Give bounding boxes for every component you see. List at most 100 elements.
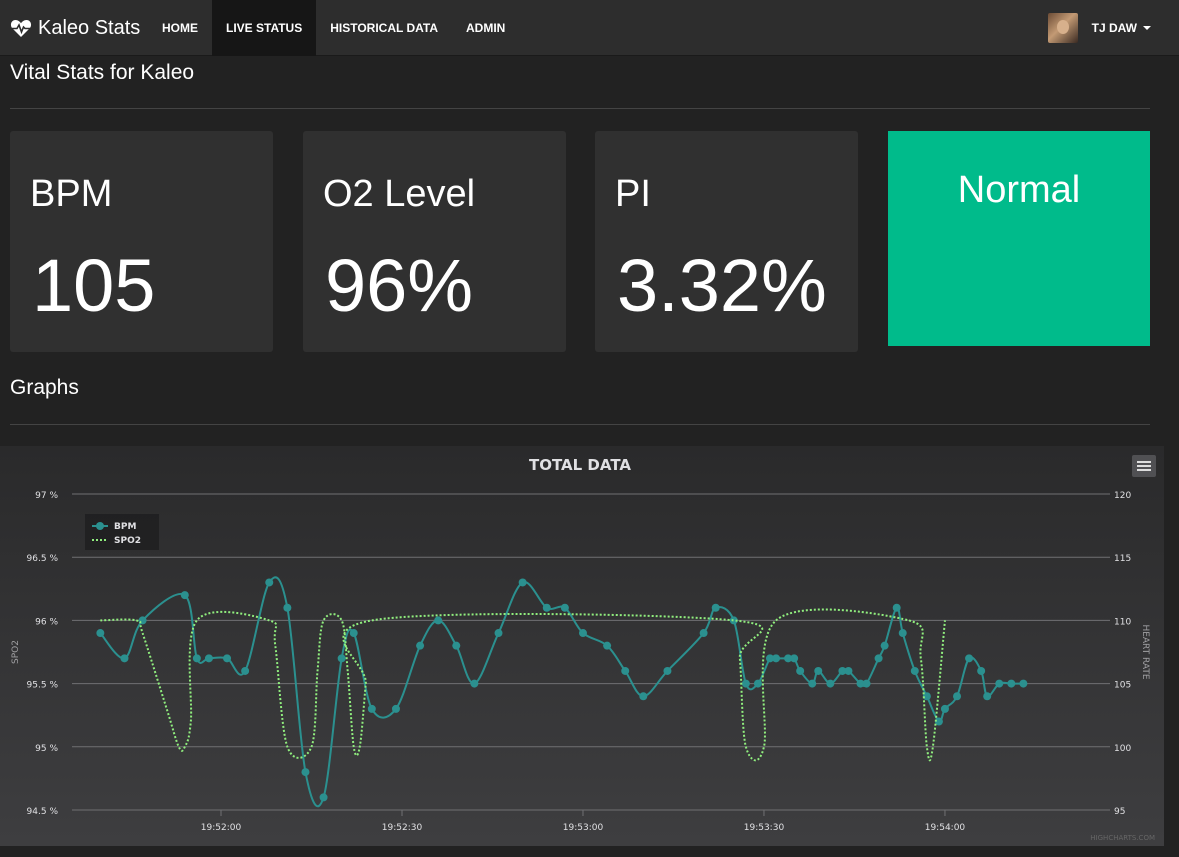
brand-label: Kaleo Stats [38, 16, 141, 39]
data-point-bpm [319, 793, 328, 802]
data-point-bpm [542, 603, 551, 612]
data-point-bpm [983, 692, 992, 701]
data-point-bpm [880, 641, 889, 650]
nav-item-home[interactable]: HOME [162, 21, 198, 35]
y-axis-label-right: HEART RATE [1140, 624, 1150, 679]
data-point-bpm [838, 666, 847, 675]
data-point-bpm [283, 603, 292, 612]
data-point-bpm [995, 679, 1004, 688]
legend-marker [96, 522, 104, 530]
data-point-bpm [560, 603, 569, 612]
divider [10, 424, 1150, 425]
series-line-bpm [99, 576, 1024, 808]
data-point-bpm [367, 704, 376, 713]
data-point-bpm [349, 629, 358, 638]
nav-item-admin[interactable]: ADMIN [466, 21, 506, 35]
chevron-down-icon [1143, 26, 1151, 30]
heartbeat-icon [10, 20, 32, 37]
data-point-bpm [862, 679, 871, 688]
series-line-spo2 [100, 608, 946, 762]
nav-item-historical-data[interactable]: HISTORICAL DATA [330, 21, 439, 35]
stat-label: O2 Level [323, 173, 476, 215]
data-point-bpm [874, 654, 883, 663]
data-point-bpm [223, 654, 232, 663]
data-point-bpm [663, 666, 672, 675]
chart-menu-button[interactable] [1132, 455, 1156, 477]
nav-item-live-status[interactable]: LIVE STATUS [212, 0, 317, 56]
legend-box [85, 514, 159, 550]
data-point-bpm [856, 679, 865, 688]
legend-label: SPO2 [114, 536, 141, 546]
data-point-bpm [416, 641, 425, 650]
y-tick-label-left: 94.5 % [27, 807, 59, 817]
data-point-bpm [494, 629, 503, 638]
y-axis-label-left: SPO2 [11, 640, 21, 664]
data-point-bpm [772, 654, 781, 663]
data-point-bpm [953, 692, 962, 701]
stat-value: 105 [32, 244, 156, 327]
stat-card-bpm: BPM 105 [10, 131, 273, 352]
y-tick-label-right: 115 [1114, 554, 1131, 564]
data-point-bpm [337, 654, 346, 663]
data-point-bpm [452, 641, 461, 650]
data-point-bpm [741, 679, 750, 688]
y-tick-label-right: 105 [1114, 681, 1131, 691]
data-point-bpm [711, 603, 720, 612]
stat-card-o2-level: O2 Level 96% [303, 131, 566, 352]
data-point-bpm [301, 768, 310, 777]
data-point-bpm [518, 578, 527, 587]
y-tick-label-right: 110 [1114, 617, 1131, 627]
data-point-bpm [910, 666, 919, 675]
data-point-bpm [470, 679, 479, 688]
y-tick-label-left: 97 % [35, 491, 58, 501]
data-point-bpm [753, 679, 762, 688]
data-point-bpm [391, 704, 400, 713]
stat-value: 3.32% [617, 244, 827, 327]
x-tick-label: 19:53:30 [744, 823, 785, 833]
y-tick-label-right: 100 [1114, 744, 1131, 754]
data-point-bpm [790, 654, 799, 663]
x-tick-label: 19:53:00 [563, 823, 604, 833]
data-point-bpm [603, 641, 612, 650]
status-label: Normal [957, 169, 1081, 211]
total-data-chart: TOTAL DATA 97 % 96.5 % 96 % 95.5 % 95 % 94.5 %… [11, 456, 1155, 842]
brand[interactable]: Kaleo Stats [10, 0, 140, 56]
status-panel: Normal [888, 131, 1150, 346]
x-tick-label: 19:52:00 [201, 823, 242, 833]
data-point-bpm [892, 603, 901, 612]
page-title: Vital Stats for Kaleo [10, 61, 195, 84]
section-title-graphs: Graphs [10, 376, 79, 399]
data-point-bpm [814, 666, 823, 675]
data-point-bpm [940, 704, 949, 713]
data-point-bpm [265, 578, 274, 587]
stat-value: 96% [325, 244, 474, 327]
stat-label: PI [615, 173, 651, 215]
y-tick-label-left: 95.5 % [27, 681, 59, 691]
avatar [1047, 13, 1078, 43]
data-point-bpm [96, 629, 105, 638]
data-point-bpm [241, 666, 250, 675]
user-menu[interactable]: TJ DAW [1047, 0, 1151, 56]
x-tick-label: 19:54:00 [925, 823, 966, 833]
chart-title: TOTAL DATA [529, 456, 631, 474]
data-point-bpm [180, 591, 189, 600]
data-point-bpm [844, 666, 853, 675]
data-point-bpm [192, 654, 201, 663]
data-point-bpm [578, 629, 587, 638]
divider [10, 108, 1150, 109]
user-name: TJ DAW [1091, 21, 1137, 35]
legend-label: BPM [114, 522, 136, 532]
stat-label: BPM [30, 173, 113, 215]
x-tick-label: 19:52:30 [382, 823, 423, 833]
y-tick-label-left: 96.5 % [27, 554, 59, 564]
y-tick-label-right: 120 [1114, 491, 1131, 501]
data-point-bpm [1019, 679, 1028, 688]
y-tick-label-left: 95 % [35, 744, 58, 754]
data-point-bpm [965, 654, 974, 663]
data-point-bpm [977, 666, 986, 675]
data-point-bpm [784, 654, 793, 663]
data-point-bpm [826, 679, 835, 688]
data-point-bpm [120, 654, 129, 663]
nav-menu: HOME LIVE STATUS HISTORICAL DATA ADMIN [148, 0, 519, 56]
data-point-bpm [699, 629, 708, 638]
